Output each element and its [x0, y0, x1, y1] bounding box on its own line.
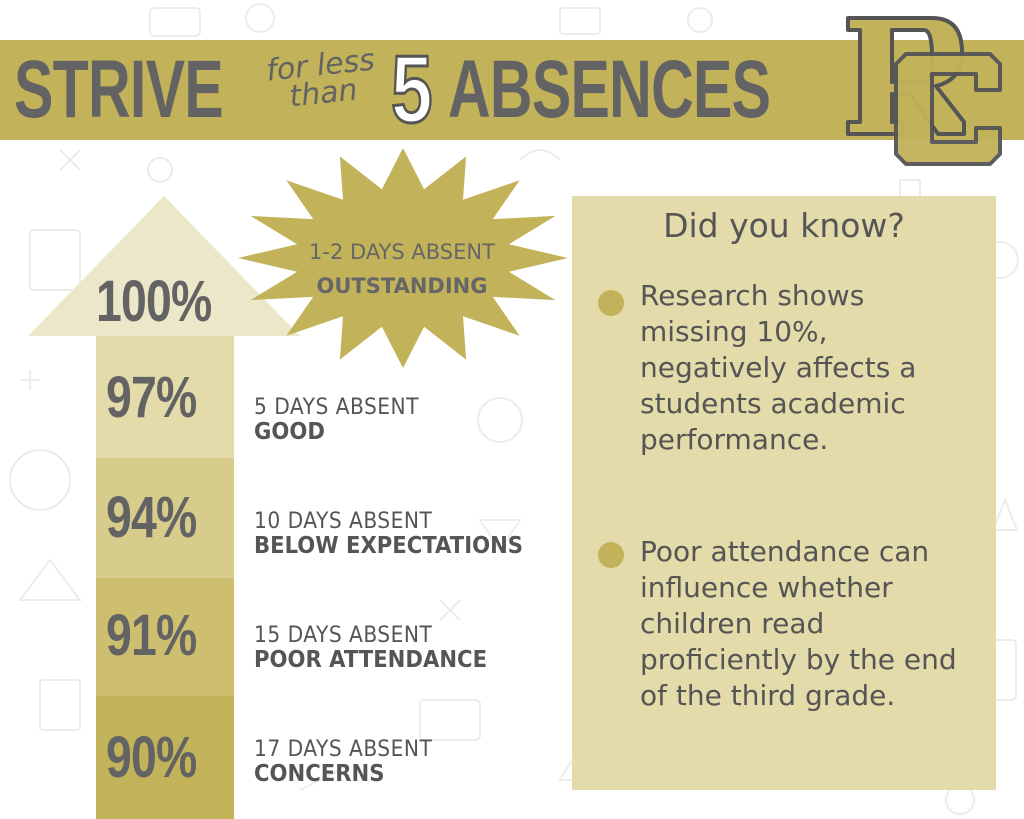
level-poor-attendance: 15 DAYS ABSENT POOR ATTENDANCE [254, 623, 507, 673]
arrow-step-90 [96, 696, 234, 819]
level-days: 5 DAYS ABSENT [254, 395, 419, 420]
percent-100: 100% [96, 269, 212, 334]
level-rating: CONCERNS [254, 761, 385, 787]
starburst-days: 1-2 DAYS ABSENT [309, 240, 495, 264]
level-below-expectations: 10 DAYS ABSENT BELOW EXPECTATIONS [254, 509, 546, 559]
level-days: 17 DAYS ABSENT [254, 737, 433, 762]
level-rating: BELOW EXPECTATIONS [254, 533, 524, 559]
arrow-step-97 [96, 336, 234, 458]
level-days: 15 DAYS ABSENT [254, 623, 433, 648]
header-number: 5 [390, 36, 434, 143]
header-strive: STRIVE [14, 44, 224, 135]
arrow-step-91 [96, 578, 234, 696]
bullet-icon [598, 290, 624, 316]
rc-monogram-logo [846, 16, 1002, 166]
arrow-step-94 [96, 458, 234, 578]
level-concerns: 17 DAYS ABSENT CONCERNS [254, 737, 448, 787]
level-rating: POOR ATTENDANCE [254, 647, 488, 673]
level-good: 5 DAYS ABSENT GOOD [254, 395, 433, 445]
percent-91: 91% [106, 603, 197, 668]
percent-97: 97% [106, 365, 197, 430]
percent-94: 94% [106, 485, 197, 550]
starburst-badge [238, 148, 568, 368]
bullet-icon [598, 542, 624, 568]
starburst-rating: OUTSTANDING [316, 274, 488, 298]
level-days: 10 DAYS ABSENT [254, 509, 433, 534]
panel-title: Did you know? [663, 206, 905, 245]
percent-90: 90% [106, 725, 197, 790]
did-you-know-panel [572, 196, 996, 790]
fact-item: Poor attendance can influence whether ch… [640, 535, 957, 712]
level-rating: GOOD [254, 419, 325, 445]
fact-item: Research shows missing 10%, negatively a… [640, 279, 917, 456]
header-absences: ABSENCES [448, 44, 771, 135]
arrow-head [28, 196, 300, 336]
